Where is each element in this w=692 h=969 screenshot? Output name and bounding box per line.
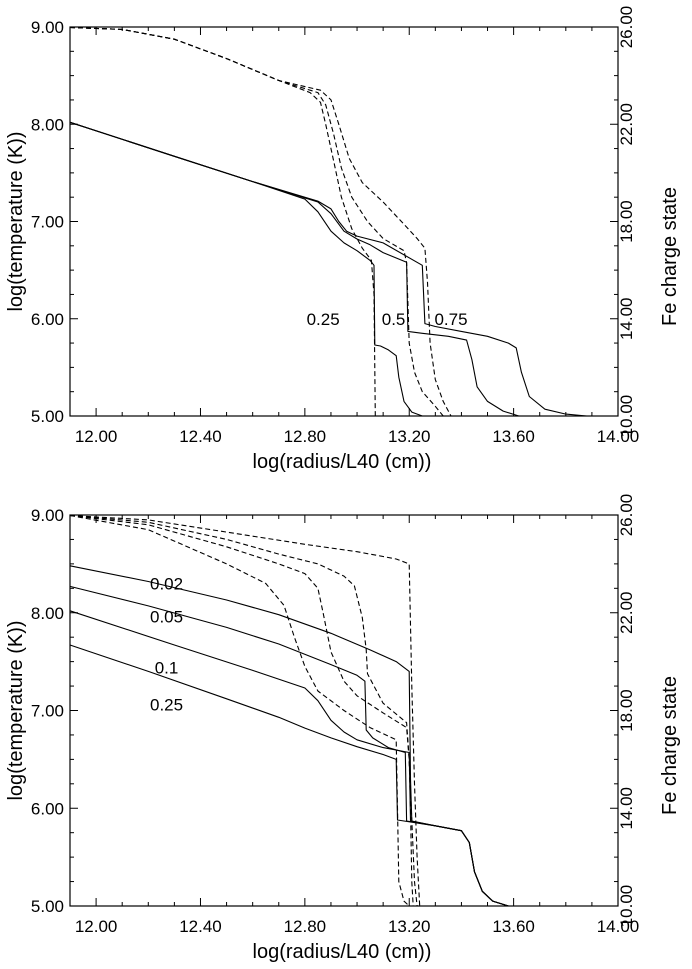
y2-tick-label: 18.00	[617, 200, 636, 243]
temperature-curve	[69, 121, 519, 417]
x-tick-label: 13.20	[388, 917, 431, 936]
fe-charge-curve	[69, 514, 410, 907]
y-axis-title: log(temperature (K))	[5, 131, 27, 311]
curve-label: 0.1	[155, 658, 179, 677]
x-axis-title: log(radius/L40 (cm))	[253, 941, 432, 963]
fe-charge-curve	[69, 514, 421, 907]
x-tick-label: 13.60	[492, 427, 535, 446]
curve-label: 0.25	[307, 310, 340, 329]
y-tick-label: 5.00	[31, 407, 64, 426]
x-tick-label: 12.00	[75, 917, 118, 936]
fe-charge-curve	[69, 514, 418, 907]
curve-label: 0.5	[382, 310, 406, 329]
y2-tick-label: 10.00	[617, 395, 636, 438]
temperature-curve	[69, 121, 423, 417]
temperature-curve	[69, 121, 587, 417]
temperature-curve	[69, 585, 509, 907]
x-tick-label: 13.20	[388, 427, 431, 446]
temperature-curve	[69, 610, 509, 907]
y2-tick-label: 22.00	[617, 103, 636, 146]
x-tick-label: 12.00	[75, 427, 118, 446]
x-tick-label: 12.40	[179, 917, 222, 936]
y2-tick-label: 18.00	[617, 689, 636, 732]
curve-label: 0.05	[150, 608, 183, 627]
plot-frame	[69, 26, 619, 417]
y-tick-label: 6.00	[31, 310, 64, 329]
y-tick-label: 6.00	[31, 799, 64, 818]
y2-axis-title: Fe charge state	[659, 676, 681, 815]
x-tick-label: 12.80	[284, 427, 327, 446]
y-tick-label: 5.00	[31, 897, 64, 916]
y-tick-label: 9.00	[31, 506, 64, 525]
temperature-curve	[69, 644, 509, 907]
fe-charge-curve	[69, 26, 452, 417]
y2-tick-label: 26.00	[617, 6, 636, 49]
y-tick-label: 7.00	[31, 702, 64, 721]
curve-label: 0.25	[150, 696, 183, 715]
y2-tick-label: 14.00	[617, 787, 636, 830]
temperature-curve	[69, 565, 509, 907]
x-tick-label: 14.00	[597, 917, 640, 936]
x-tick-label: 14.00	[597, 427, 640, 446]
y-tick-label: 8.00	[31, 115, 64, 134]
y2-tick-label: 10.00	[617, 885, 636, 928]
y-tick-label: 7.00	[31, 213, 64, 232]
x-tick-label: 12.80	[284, 917, 327, 936]
fe-charge-curve	[69, 26, 376, 417]
x-axis-title: log(radius/L40 (cm))	[253, 451, 432, 473]
curve-label: 0.75	[434, 310, 467, 329]
y-tick-label: 9.00	[31, 18, 64, 37]
curve-label: 0.02	[150, 574, 183, 593]
y2-tick-label: 14.00	[617, 297, 636, 340]
y2-tick-label: 26.00	[617, 494, 636, 537]
fe-charge-curve	[69, 26, 444, 417]
fe-charge-curve	[69, 514, 414, 907]
x-tick-label: 13.60	[492, 917, 535, 936]
y2-tick-label: 22.00	[617, 591, 636, 634]
y2-axis-title: Fe charge state	[659, 187, 681, 326]
y-tick-label: 8.00	[31, 604, 64, 623]
y-axis-title: log(temperature (K))	[5, 620, 27, 800]
x-tick-label: 12.40	[179, 427, 222, 446]
